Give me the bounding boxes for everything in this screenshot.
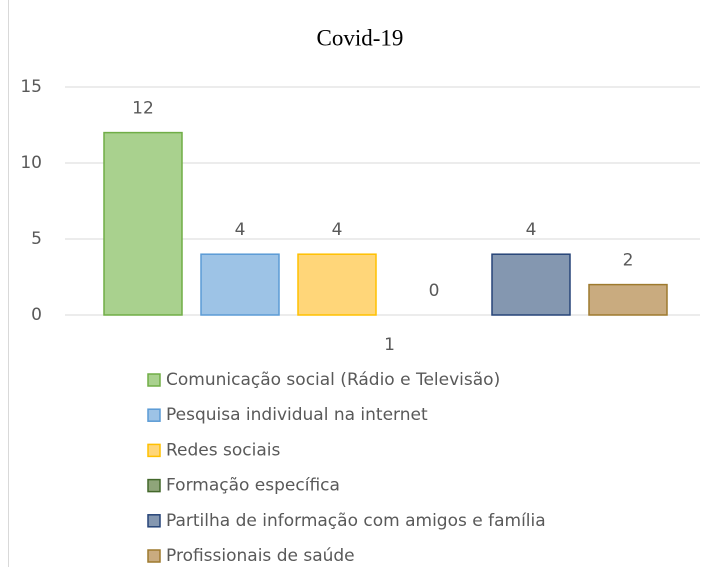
value-label: 2 bbox=[623, 251, 634, 271]
legend-swatch bbox=[147, 408, 161, 422]
legend-swatch bbox=[147, 443, 161, 458]
value-label: 4 bbox=[526, 220, 537, 240]
y-tick-label: 0 bbox=[31, 305, 42, 325]
legend-label: Partilha de informação com amigos e famí… bbox=[166, 511, 546, 531]
y-tick-label: 10 bbox=[20, 153, 42, 173]
y-tick-label: 5 bbox=[31, 229, 42, 249]
legend-label: Profissionais de saúde bbox=[166, 546, 355, 566]
chart-title: Covid-19 bbox=[317, 25, 404, 50]
bar bbox=[588, 283, 668, 316]
legend-swatch bbox=[147, 478, 161, 493]
legend-swatch bbox=[147, 549, 161, 563]
bar bbox=[297, 253, 377, 316]
value-label: 4 bbox=[235, 220, 246, 240]
legend-label: Redes sociais bbox=[166, 440, 280, 460]
legend-swatch bbox=[147, 514, 161, 528]
bar bbox=[103, 131, 183, 316]
value-label: 4 bbox=[332, 220, 343, 240]
legend-label: Formação específica bbox=[166, 476, 340, 496]
y-tick-label: 15 bbox=[20, 77, 42, 97]
value-label: 0 bbox=[429, 281, 440, 301]
bar bbox=[200, 253, 280, 316]
legend-label: Comunicação social (Rádio e Televisão) bbox=[166, 370, 500, 390]
x-tick-label: 1 bbox=[384, 335, 395, 355]
bar bbox=[491, 253, 571, 316]
legend-label: Pesquisa individual na internet bbox=[166, 405, 428, 425]
value-label: 12 bbox=[132, 99, 154, 119]
legend-swatch bbox=[147, 373, 161, 387]
